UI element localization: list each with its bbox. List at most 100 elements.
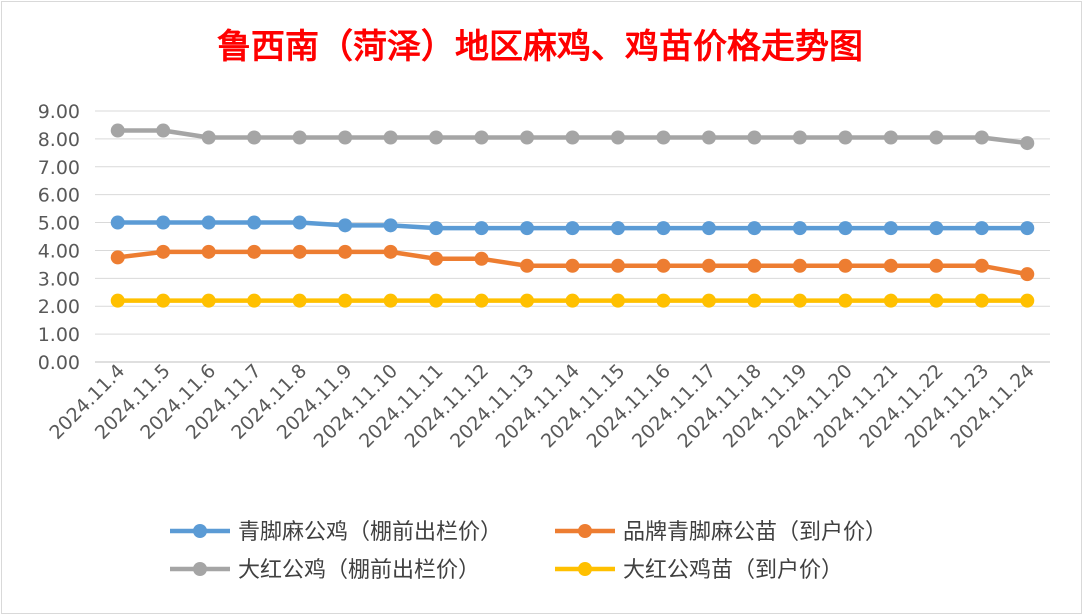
data-point xyxy=(110,123,125,138)
legend: 青脚麻公鸡（棚前出栏价） 品牌青脚麻公苗（到户价） 大红公鸡（棚前出栏价） 大红公鸡苗… xyxy=(170,520,887,583)
y-tick-label: 1.00 xyxy=(38,324,80,346)
data-point xyxy=(110,215,125,230)
data-point xyxy=(474,221,489,236)
data-point xyxy=(792,221,807,236)
data-point xyxy=(792,258,807,273)
data-point xyxy=(292,130,307,145)
data-point xyxy=(247,244,262,259)
y-tick-label: 5.00 xyxy=(38,213,80,235)
data-point xyxy=(474,251,489,266)
data-point xyxy=(156,244,171,259)
data-point xyxy=(838,221,853,236)
data-point xyxy=(701,258,716,273)
data-point xyxy=(429,293,444,308)
data-point xyxy=(429,221,444,236)
data-point xyxy=(565,258,580,273)
data-point xyxy=(883,221,898,236)
data-point xyxy=(156,215,171,230)
data-point xyxy=(792,130,807,145)
data-point xyxy=(883,258,898,273)
legend-label: 大红公鸡（棚前出栏价） xyxy=(238,558,480,583)
data-point xyxy=(701,130,716,145)
data-point xyxy=(656,293,671,308)
y-tick-label: 7.00 xyxy=(38,157,80,179)
data-point xyxy=(929,221,944,236)
data-point xyxy=(520,293,535,308)
x-axis-ticks: 2024.11.42024.11.52024.11.62024.11.72024… xyxy=(45,360,1038,452)
data-point xyxy=(429,130,444,145)
data-point xyxy=(201,244,216,259)
data-point xyxy=(474,293,489,308)
legend-item: 大红公鸡苗（到户价） xyxy=(555,558,843,583)
y-tick-label: 0.00 xyxy=(38,352,80,374)
legend-label: 品牌青脚麻公苗（到户价） xyxy=(623,520,887,545)
data-point xyxy=(565,293,580,308)
data-point xyxy=(656,130,671,145)
data-point xyxy=(201,215,216,230)
data-point xyxy=(565,130,580,145)
data-point xyxy=(747,130,762,145)
chart-title: 鲁西南（菏泽）地区麻鸡、鸡苗价格走势图 xyxy=(217,27,863,67)
series-lines xyxy=(110,123,1035,308)
legend-swatch-marker xyxy=(578,562,592,576)
data-point xyxy=(247,293,262,308)
data-point xyxy=(929,258,944,273)
y-tick-label: 6.00 xyxy=(38,185,80,207)
data-point xyxy=(656,221,671,236)
data-point xyxy=(838,258,853,273)
data-point xyxy=(156,123,171,138)
data-point xyxy=(565,221,580,236)
data-point xyxy=(974,221,989,236)
data-point xyxy=(1020,221,1035,236)
data-point xyxy=(1020,267,1035,282)
data-point xyxy=(247,130,262,145)
series-3 xyxy=(110,293,1035,308)
data-point xyxy=(156,293,171,308)
data-point xyxy=(292,215,307,230)
series-2 xyxy=(110,123,1035,151)
legend-item: 品牌青脚麻公苗（到户价） xyxy=(555,520,887,545)
data-point xyxy=(520,221,535,236)
data-point xyxy=(338,130,353,145)
data-point xyxy=(883,293,898,308)
data-point xyxy=(383,130,398,145)
data-point xyxy=(338,293,353,308)
data-point xyxy=(610,221,625,236)
legend-item: 青脚麻公鸡（棚前出栏价） xyxy=(170,520,502,545)
data-point xyxy=(701,293,716,308)
legend-label: 青脚麻公鸡（棚前出栏价） xyxy=(238,520,502,545)
y-tick-label: 4.00 xyxy=(38,240,80,262)
legend-swatch-marker xyxy=(193,562,207,576)
data-point xyxy=(974,293,989,308)
legend-label: 大红公鸡苗（到户价） xyxy=(623,558,843,583)
data-point xyxy=(110,293,125,308)
data-point xyxy=(383,244,398,259)
data-point xyxy=(610,258,625,273)
data-point xyxy=(1020,136,1035,151)
data-point xyxy=(838,293,853,308)
y-tick-label: 3.00 xyxy=(38,268,80,290)
y-axis-ticks: 0.00 1.00 2.00 3.00 4.00 5.00 6.00 7.00 8.00 9.00 xyxy=(38,101,80,374)
y-tick-label: 9.00 xyxy=(38,101,80,123)
data-point xyxy=(338,218,353,233)
y-gridlines xyxy=(95,110,1050,363)
data-point xyxy=(383,293,398,308)
data-point xyxy=(929,293,944,308)
data-point xyxy=(656,258,671,273)
data-point xyxy=(838,130,853,145)
data-point xyxy=(247,215,262,230)
data-point xyxy=(292,244,307,259)
legend-swatch-marker xyxy=(578,524,592,538)
data-point xyxy=(201,293,216,308)
data-point xyxy=(610,130,625,145)
data-point xyxy=(610,293,625,308)
data-point xyxy=(974,130,989,145)
data-point xyxy=(110,250,125,265)
data-point xyxy=(1020,293,1035,308)
data-point xyxy=(929,130,944,145)
data-point xyxy=(429,251,444,266)
data-point xyxy=(747,221,762,236)
y-tick-label: 8.00 xyxy=(38,129,80,151)
